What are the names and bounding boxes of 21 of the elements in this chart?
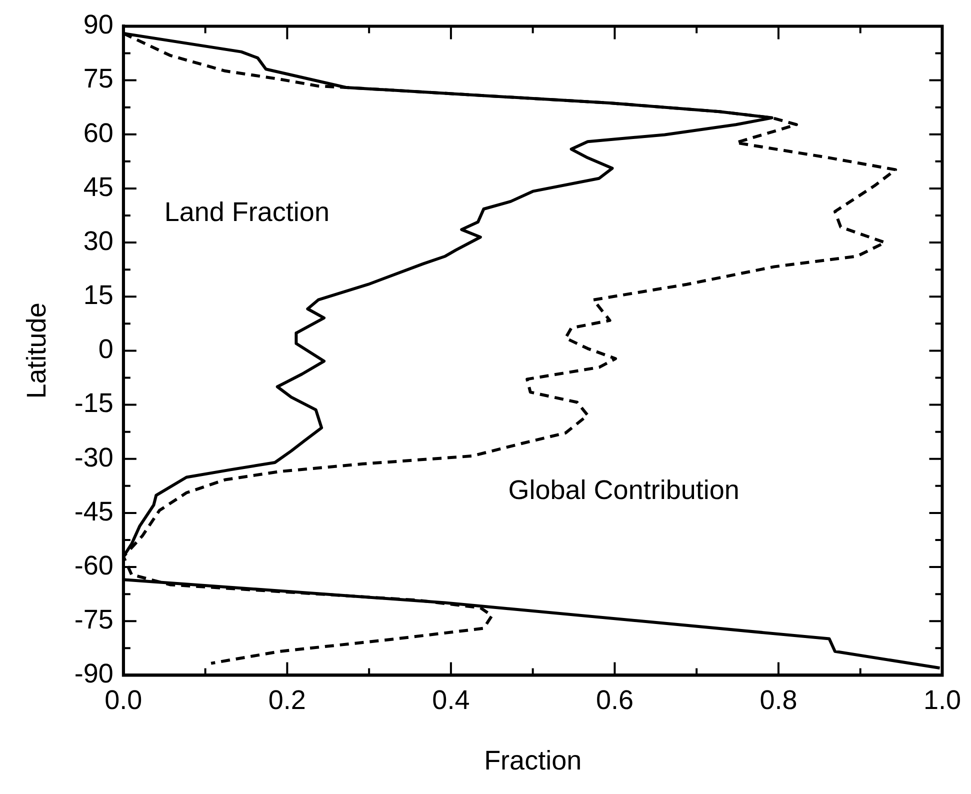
y-tick-label: -15	[74, 388, 114, 418]
y-tick-label: 45	[83, 172, 114, 202]
y-tick-label: -45	[74, 496, 114, 526]
text: Land Fraction	[164, 197, 330, 228]
series-label: Global Contribution	[508, 474, 740, 505]
x-axis-title: Fraction	[484, 745, 582, 776]
y-tick-label: 30	[83, 226, 114, 256]
y-tick-label: 75	[83, 64, 114, 94]
x-tick-label: 1.0	[923, 684, 962, 715]
x-tick-label: 0.6	[596, 684, 634, 715]
y-tick-label: -75	[74, 604, 114, 635]
y-tick-label: 90	[83, 10, 114, 40]
x-tick-label: 0.4	[432, 684, 470, 715]
y-tick-label: 0	[98, 334, 114, 364]
x-tick-label: 0.2	[268, 684, 306, 715]
y-tick-label: -60	[74, 550, 114, 580]
y-tick-label: 60	[83, 118, 114, 148]
x-tick-label: 0.8	[760, 684, 798, 715]
y-tick-label: -30	[74, 442, 114, 472]
y-tick-label: 15	[83, 280, 114, 310]
y-axis-title: Latitude	[22, 302, 52, 399]
